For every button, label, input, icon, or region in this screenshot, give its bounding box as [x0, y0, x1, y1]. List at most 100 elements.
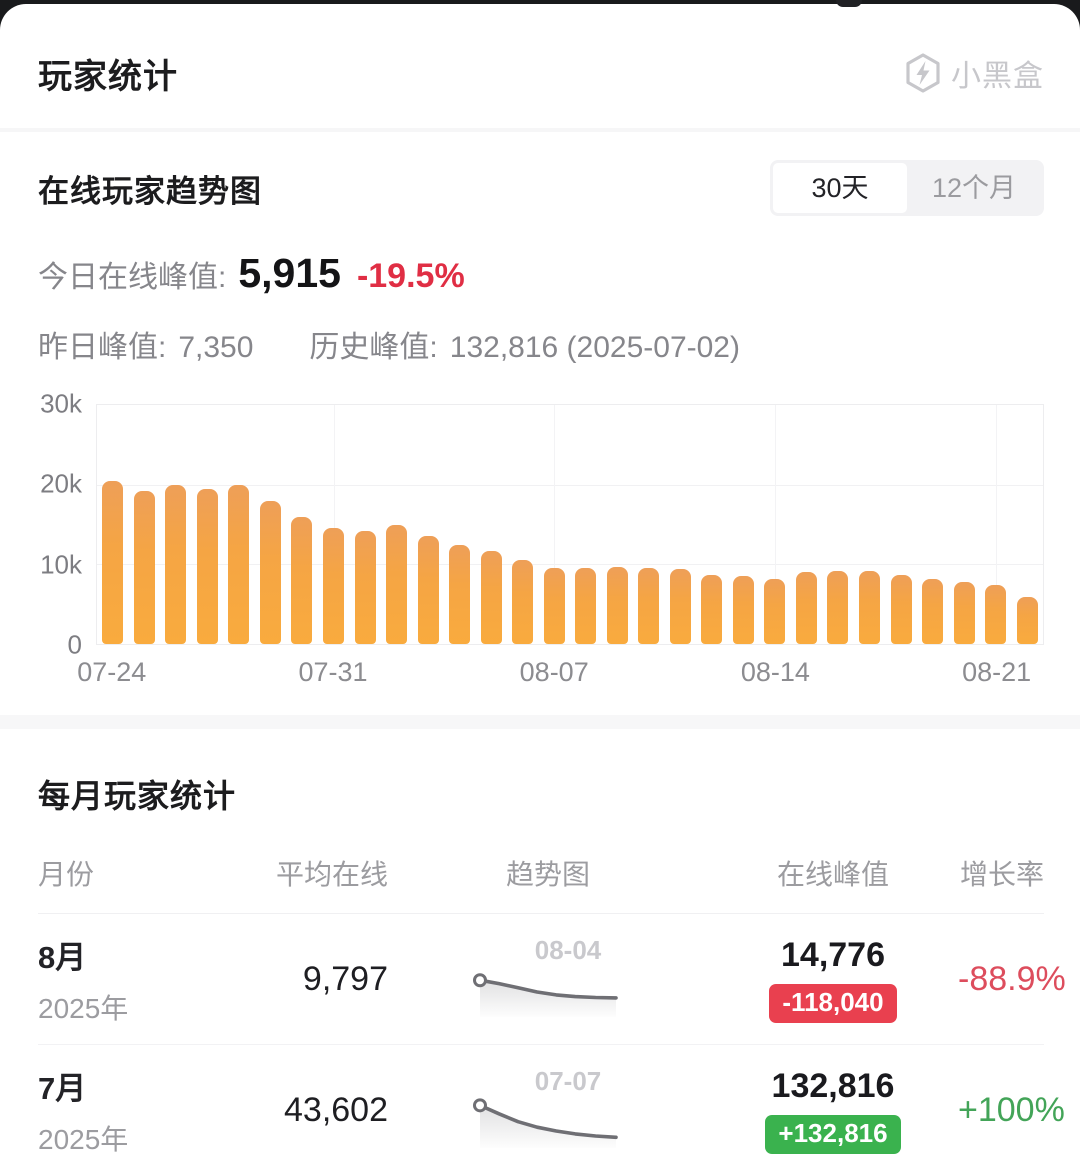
bar-slot — [507, 405, 539, 644]
trend-bar[interactable] — [386, 525, 408, 644]
today-peak-row: 今日在线峰值: 5,915 -19.5% — [38, 250, 1044, 300]
trend-bar[interactable] — [827, 570, 849, 644]
section-divider — [0, 128, 1080, 132]
bar-slot — [822, 405, 854, 644]
monthly-section-title: 每月玩家统计 — [38, 778, 237, 814]
section-gap — [0, 715, 1080, 729]
trend-bar[interactable] — [165, 485, 187, 644]
x-axis-tick: 08-14 — [740, 657, 810, 687]
previous-peaks-row: 昨日峰值: 7,350 历史峰值: 132,816 (2025-07-02) — [38, 322, 1044, 364]
year-label: 2025年 — [38, 992, 129, 1024]
trend-bar[interactable] — [291, 517, 313, 644]
trend-bar[interactable] — [228, 485, 250, 644]
x-axis-tick: 08-07 — [519, 657, 589, 687]
trend-sparkline-cell: 08-04 — [472, 935, 624, 1024]
monthly-stats-section: 每月玩家统计 月份 平均在线 趋势图 在线峰值 增长率 8月 2025年 9,7… — [0, 771, 1080, 1173]
camera-notch — [836, 0, 862, 7]
vertical-gridline — [995, 405, 997, 644]
trend-bar[interactable] — [985, 585, 1007, 644]
x-axis-tick: 08-21 — [962, 657, 1032, 687]
heybox-logo-icon — [904, 52, 942, 94]
trend-bar[interactable] — [795, 571, 817, 644]
bar-slot — [570, 405, 602, 644]
chart-plot-area — [96, 404, 1044, 645]
trend-bar[interactable] — [259, 501, 281, 644]
header: 玩家统计 小黑盒 — [0, 4, 1080, 128]
bar-slot — [948, 405, 980, 644]
bar-slot — [759, 405, 791, 644]
trend-bar[interactable] — [480, 550, 502, 644]
trend-bar[interactable] — [638, 568, 660, 644]
x-axis: 07-24 07-31 08-07 08-14 08-21 — [77, 645, 1044, 693]
peak-delta-badge: +132,816 — [765, 1114, 901, 1154]
trend-bar[interactable] — [354, 530, 376, 644]
growth-rate-value: +100% — [958, 1090, 1065, 1129]
bar-slot — [255, 405, 287, 644]
trend-bar[interactable] — [543, 567, 565, 644]
bar-slot — [633, 405, 665, 644]
vertical-gridline — [333, 405, 335, 644]
trend-bar[interactable] — [196, 488, 218, 644]
bar-slot — [665, 405, 697, 644]
year-label: 2025年 — [38, 1123, 129, 1155]
bar-slot — [129, 405, 161, 644]
peak-online-value: 132,816 — [771, 1066, 895, 1105]
bar-slot — [728, 405, 760, 644]
brand-name: 小黑盒 — [951, 60, 1044, 93]
trend-bar[interactable] — [575, 568, 597, 644]
col-header-month: 月份 — [38, 859, 95, 890]
sparkline-chart — [472, 1096, 624, 1155]
peak-delta-badge: -118,040 — [769, 983, 897, 1023]
trend-bar[interactable] — [512, 559, 534, 644]
trend-bar[interactable] — [732, 576, 754, 644]
brand-watermark: 小黑盒 — [904, 51, 1044, 95]
range-toggle: 30天 12个月 — [770, 160, 1044, 216]
bar-slot — [538, 405, 570, 644]
today-peak-label: 今日在线峰值: — [38, 261, 227, 294]
online-trend-section: 在线玩家趋势图 30天 12个月 今日在线峰值: 5,915 -19.5% 昨日… — [0, 160, 1080, 715]
bar-slot — [349, 405, 381, 644]
bar-slot — [980, 405, 1012, 644]
bar-slot — [381, 405, 413, 644]
history-peak-label: 历史峰值: — [309, 331, 438, 364]
toggle-12-months[interactable]: 12个月 — [931, 173, 1017, 203]
vertical-gridline — [774, 405, 776, 644]
table-row: 8月 2025年 9,797 08-04 14,776 -118,040 -88… — [38, 914, 1066, 1045]
x-axis-tick: 07-31 — [298, 657, 368, 687]
month-label: 7月 — [38, 1070, 87, 1106]
trend-bar[interactable] — [133, 491, 155, 644]
trend-bar[interactable] — [922, 578, 944, 644]
trend-bar[interactable] — [953, 581, 975, 644]
bar-slot — [286, 405, 318, 644]
trend-sparkline-cell: 07-07 — [472, 1066, 624, 1155]
peak-online-value: 14,776 — [781, 935, 885, 974]
trend-bar[interactable] — [669, 569, 691, 644]
trend-bar[interactable] — [417, 535, 439, 644]
toggle-30-days[interactable]: 30天 — [773, 163, 907, 213]
bar-slot — [97, 405, 129, 644]
average-online-value: 43,602 — [284, 1090, 388, 1129]
col-header-growth-rate: 增长率 — [959, 859, 1044, 890]
bar-slot — [223, 405, 255, 644]
gridline-20k — [97, 484, 1043, 486]
trend-bar[interactable] — [606, 566, 628, 644]
today-peak-change: -19.5% — [356, 257, 465, 295]
trend-bar[interactable] — [859, 570, 881, 644]
trend-bar[interactable] — [1016, 596, 1038, 644]
trend-bar[interactable] — [890, 574, 912, 644]
table-row: 7月 2025年 43,602 07-07 132,816 +132,816 +… — [38, 1045, 1065, 1173]
bar-slot — [1011, 405, 1043, 644]
trend-bar[interactable] — [322, 528, 344, 644]
history-peak-value: 132,816 (2025-07-02) — [449, 331, 740, 364]
bar-slot — [318, 405, 350, 644]
page-title: 玩家统计 — [38, 57, 178, 96]
trend-bar[interactable] — [701, 574, 723, 644]
trend-bar[interactable] — [764, 579, 786, 644]
trend-bar[interactable] — [102, 480, 124, 644]
average-online-value: 9,797 — [302, 959, 388, 998]
vertical-gridline — [554, 405, 556, 644]
col-header-average-online: 平均在线 — [275, 859, 388, 890]
trend-bar[interactable] — [449, 545, 471, 644]
col-header-peak-online: 在线峰值 — [776, 859, 889, 890]
